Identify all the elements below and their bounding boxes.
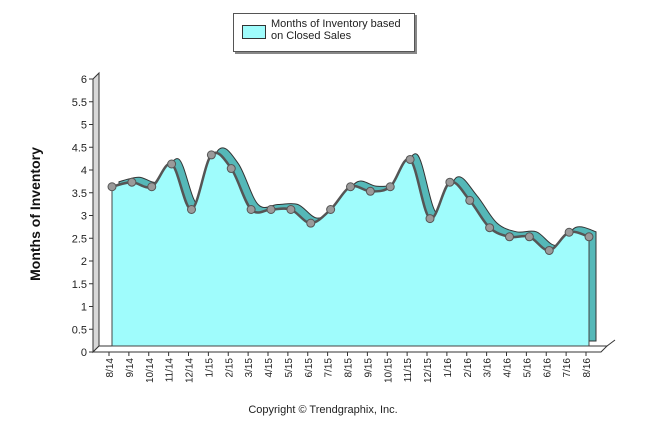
data-point-1-16: [445, 177, 455, 187]
y-tick-label: 0.5: [72, 324, 87, 336]
data-point-5-16: [524, 232, 534, 242]
data-point-11-14: [167, 159, 177, 169]
y-tick-label: 3: [81, 211, 87, 223]
y-tick-label: 6: [81, 74, 87, 86]
data-point-8-16: [584, 232, 594, 242]
y-tick-label: 2: [81, 256, 87, 268]
data-point-11-15: [405, 154, 415, 164]
data-point-1-15: [206, 150, 216, 160]
x-tick-label: 8/16: [582, 358, 593, 378]
legend-label: Months of Inventory based on Closed Sale…: [271, 18, 411, 42]
x-tick-label: 2/15: [224, 358, 235, 378]
y-tick-label: 4.5: [72, 142, 87, 154]
x-tick-label: 3/16: [483, 358, 494, 378]
data-point-2-15: [226, 164, 236, 174]
x-axis-floor: [91, 345, 609, 353]
data-point-7-15: [326, 205, 336, 214]
data-point-6-15: [306, 218, 316, 228]
x-tick-label: 11/15: [403, 358, 414, 383]
data-point-3-15: [246, 205, 256, 214]
x-tick-label: 7/16: [562, 358, 573, 378]
y-tick-label: 4: [81, 165, 87, 177]
x-tick-label: 9/14: [125, 358, 136, 378]
x-tick-label: 11/14: [165, 358, 176, 383]
x-tick-label: 9/15: [363, 358, 374, 378]
x-tick-label: 10/15: [383, 358, 394, 383]
data-point-4-15: [266, 205, 276, 214]
x-tick-label: 1/15: [204, 358, 215, 378]
data-point-8-14: [107, 182, 117, 192]
data-point-7-16: [564, 227, 574, 237]
data-point-12-15: [425, 214, 435, 224]
y-axis-label: Months of Inventory: [27, 147, 43, 281]
legend-swatch: [242, 25, 266, 39]
y-axis-wall: [92, 71, 100, 354]
y-tick-label: 1.5: [72, 279, 87, 291]
x-tick-label: 6/15: [304, 358, 315, 378]
x-tick-label: 8/15: [344, 358, 355, 378]
x-tick-label: 5/16: [522, 358, 533, 378]
legend-label-line1: Months of Inventory based: [271, 18, 401, 30]
data-point-6-16: [544, 245, 554, 255]
legend-label-line2: on Closed Sales: [271, 30, 352, 42]
y-tick-label: 2.5: [72, 233, 87, 245]
y-tick-label: 5: [81, 120, 87, 132]
data-point-9-15: [365, 186, 375, 196]
data-point-2-16: [465, 195, 475, 205]
data-point-4-16: [505, 232, 514, 242]
data-point-10-14: [147, 182, 157, 192]
x-tick-label: 12/14: [185, 358, 196, 383]
x-tick-label: 3/15: [244, 358, 255, 378]
data-point-10-15: [385, 182, 395, 192]
data-point-3-16: [485, 223, 495, 233]
x-tick-label: 7/15: [324, 358, 335, 378]
data-point-12-14: [187, 205, 196, 214]
x-tick-label: 8/14: [105, 358, 116, 378]
x-tick-label: 1/16: [443, 358, 454, 378]
x-axis-cap: [606, 339, 616, 347]
copyright-text: Copyright © Trendgraphix, Inc.: [248, 404, 398, 416]
y-tick-label: 0: [81, 347, 87, 359]
data-point-8-15: [346, 182, 355, 192]
x-tick-label: 4/16: [503, 358, 514, 378]
y-tick-label: 5.5: [72, 97, 87, 109]
x-tick-label: 6/16: [542, 358, 553, 378]
data-point-9-14: [127, 177, 137, 187]
x-tick-label: 2/16: [463, 358, 474, 378]
x-tick-label: 4/15: [264, 358, 275, 378]
chart-legend: Months of Inventory based on Closed Sale…: [233, 13, 415, 52]
x-tick-label: 5/15: [284, 358, 295, 378]
data-point-5-15: [286, 205, 296, 214]
y-tick-label: 3.5: [72, 188, 87, 200]
y-tick-label: 1: [81, 302, 87, 314]
x-tick-label: 10/14: [145, 358, 156, 383]
x-tick-label: 12/15: [423, 358, 434, 383]
